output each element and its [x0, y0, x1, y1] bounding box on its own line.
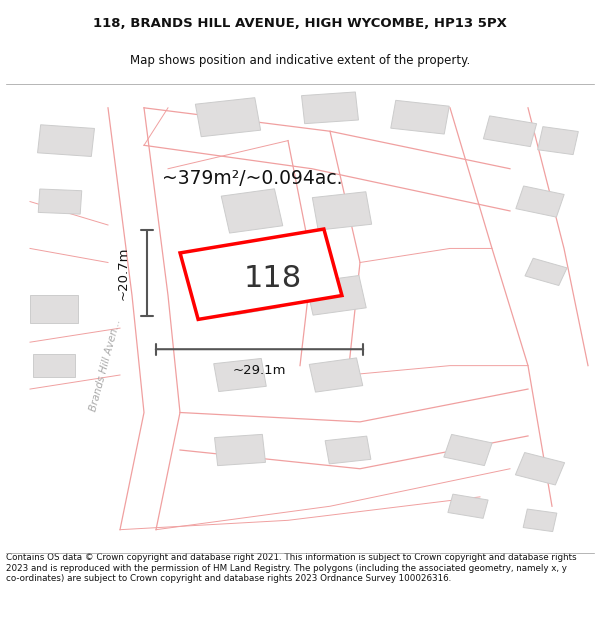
- Polygon shape: [224, 276, 280, 315]
- Text: Brands Hill Aven...: Brands Hill Aven...: [88, 318, 122, 413]
- Text: 118, BRANDS HILL AVENUE, HIGH WYCOMBE, HP13 5PX: 118, BRANDS HILL AVENUE, HIGH WYCOMBE, H…: [93, 17, 507, 30]
- Polygon shape: [538, 127, 578, 154]
- Polygon shape: [484, 116, 536, 147]
- Polygon shape: [523, 509, 557, 532]
- Polygon shape: [516, 186, 564, 217]
- Text: ~29.1m: ~29.1m: [233, 364, 286, 377]
- Polygon shape: [196, 98, 260, 137]
- Polygon shape: [38, 189, 82, 214]
- Polygon shape: [444, 434, 492, 466]
- Polygon shape: [306, 276, 366, 315]
- Text: ~379m²/~0.094ac.: ~379m²/~0.094ac.: [162, 169, 342, 187]
- Text: Map shows position and indicative extent of the property.: Map shows position and indicative extent…: [130, 54, 470, 68]
- Polygon shape: [180, 229, 342, 319]
- Polygon shape: [302, 92, 358, 124]
- Polygon shape: [313, 192, 371, 230]
- Polygon shape: [214, 359, 266, 391]
- Text: Contains OS data © Crown copyright and database right 2021. This information is : Contains OS data © Crown copyright and d…: [6, 553, 577, 583]
- Polygon shape: [215, 434, 265, 466]
- Polygon shape: [391, 101, 449, 134]
- Polygon shape: [221, 189, 283, 233]
- Polygon shape: [515, 452, 565, 485]
- Polygon shape: [448, 494, 488, 518]
- Polygon shape: [525, 258, 567, 286]
- Polygon shape: [309, 358, 363, 392]
- Polygon shape: [33, 354, 75, 377]
- Polygon shape: [38, 125, 94, 156]
- Text: 118: 118: [244, 264, 302, 293]
- Polygon shape: [30, 295, 78, 324]
- Text: ~20.7m: ~20.7m: [116, 246, 130, 300]
- Polygon shape: [325, 436, 371, 464]
